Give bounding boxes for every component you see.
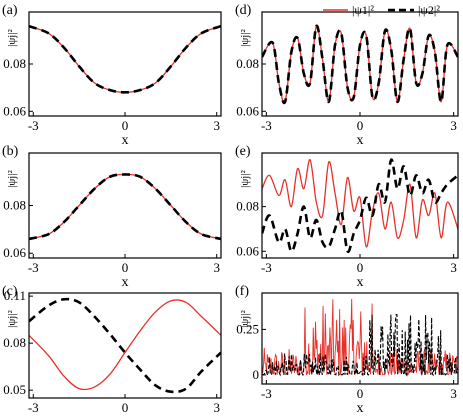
plot-area [262,298,458,377]
series-psi2 [29,297,221,394]
y-tick-label: 0.08 [3,56,26,71]
x-tick-label: 0 [122,118,129,133]
x-tick-label: 0 [122,260,129,275]
panel-label: (b) [2,144,19,159]
legend-label-psi2: |ψ2|² [418,3,440,17]
x-tick-label: -3 [28,260,39,275]
y-tick-label: 0.05 [3,382,26,397]
y-tick-label: 0.08 [236,56,259,71]
y-tick-label: 0.08 [236,199,259,214]
panel-5: -3 0 300.25x|ψj|²(f) [235,284,459,416]
panel-label: (e) [235,144,251,159]
x-axis-label: x [357,275,364,290]
x-tick-label: -3 [261,260,272,275]
panel-0: -3 0 3 0.06 0.08 x |ψj|² (a) [2,3,222,148]
y-axis-label: |ψj|² [6,169,18,187]
series-psi2 [29,24,221,94]
y-tick-label: 0.06 [3,245,26,260]
y-axis-label: |ψj|² [239,309,251,327]
x-tick-label: 0 [122,400,129,415]
y-axis-label: |ψj|² [239,169,251,187]
panel-label: (c) [2,284,18,299]
y-tick-label: 0.06 [236,103,259,118]
series-psi1 [262,159,458,248]
x-tick-label: -3 [28,118,39,133]
panel-4: -3 0 3 0.06 0.08 x |ψj|² (e) [235,144,459,290]
x-tick-label: 3 [213,400,220,415]
series-psi1 [29,299,221,391]
panel-label: (d) [235,3,252,18]
x-tick-label: 3 [450,118,457,133]
y-axis-label: |ψj|² [6,309,18,327]
plot-area [29,173,221,241]
x-tick-label: 3 [450,386,457,401]
x-axis-label: x [122,133,129,148]
x-tick-label: 0 [357,118,364,133]
legend: |ψ1|² |ψ2|² [323,3,440,17]
x-tick-label: -3 [261,118,272,133]
x-axis-label: x [357,133,364,148]
x-tick-label: 3 [450,260,457,275]
x-tick-label: 0 [357,386,364,401]
y-tick-label: 0 [253,367,260,382]
panel-1: -3 0 3 0.06 0.08 x |ψj|² (b) [2,144,222,290]
panels: -3 0 30.060.08x|ψj|²(a)-3 0 30.060.08x|ψj|²(… [2,3,459,416]
x-tick-label: 0 [357,260,364,275]
y-tick-label: 0.06 [3,103,26,118]
y-tick-label: 0.25 [236,321,259,336]
series-psi2 [29,173,221,241]
y-tick-label: 0.06 [236,243,259,258]
panel-label: (a) [2,3,18,18]
plot-area [262,158,458,254]
axes-frame [261,11,459,117]
plot-area [29,24,221,94]
axes-frame [28,11,222,117]
y-tick-label: 0.11 [4,288,26,303]
x-axis-label: x [122,275,129,290]
series-psi2 [262,24,458,105]
legend-label-psi1: |ψ1|² [352,3,374,17]
y-tick-label: 0.08 [3,198,26,213]
y-axis-label: |ψj|² [6,28,18,46]
panel-3: -3 0 3 0.06 0.08 x |ψj|² (d) [235,3,459,148]
x-axis-label: x [357,401,364,416]
x-tick-label: -3 [28,400,39,415]
series-psi2 [262,313,458,377]
x-tick-label: 3 [213,260,220,275]
x-tick-label: 3 [213,118,220,133]
series-psi2 [262,158,458,254]
series-psi1 [29,25,221,94]
plot-area [29,297,221,394]
y-tick-label: 0.08 [3,335,26,350]
plot-area [262,24,458,105]
axes-frame [28,152,222,259]
x-tick-label: -3 [261,386,272,401]
y-axis-label: |ψj|² [239,28,251,46]
panel-label: (f) [235,284,249,299]
